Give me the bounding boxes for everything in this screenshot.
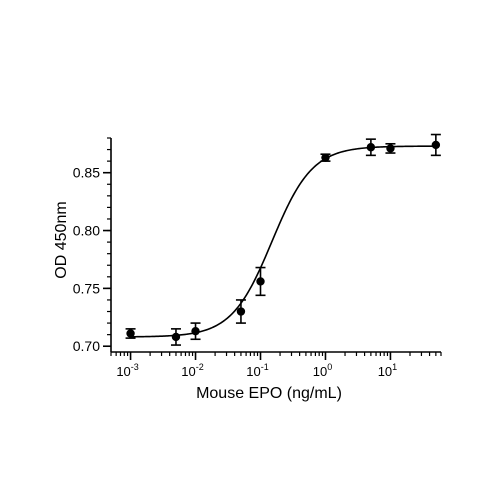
- y-tick-label: 0.85: [73, 165, 100, 181]
- y-tick-label: 0.70: [73, 338, 100, 354]
- x-tick-label: 10-2: [181, 362, 203, 379]
- data-point: [385, 142, 396, 154]
- data-points-layer: [125, 133, 441, 346]
- x-axis-label: Mouse EPO (ng/mL): [196, 385, 342, 402]
- fit-curve: [130, 145, 436, 338]
- axes: 0.70 0.75 0.80 0.85 10-3 10-2 10-1 100 101: [73, 137, 442, 379]
- y-axis-label: OD 450nm: [53, 201, 70, 278]
- fit-curve-layer: [130, 145, 436, 338]
- x-tick-label: 10-1: [246, 362, 268, 379]
- point-marker: [256, 277, 265, 286]
- data-point: [430, 133, 441, 157]
- data-point: [235, 299, 246, 324]
- point-marker: [386, 144, 395, 153]
- data-point: [170, 328, 181, 346]
- point-marker: [236, 307, 246, 316]
- x-tick-label: 10-3: [116, 362, 138, 379]
- data-point: [190, 322, 201, 341]
- point-marker: [366, 143, 376, 152]
- data-point: [365, 138, 376, 157]
- data-point: [320, 153, 331, 162]
- point-marker: [191, 326, 200, 336]
- y-tick-label: 0.75: [73, 280, 100, 296]
- point-marker: [126, 329, 135, 338]
- y-tick-label: 0.80: [73, 223, 100, 239]
- point-marker: [431, 140, 441, 150]
- x-tick-label: 100: [313, 362, 332, 379]
- data-point: [125, 328, 136, 339]
- data-point: [255, 266, 266, 297]
- x-tick-label: 101: [378, 362, 397, 379]
- point-marker: [321, 153, 330, 162]
- point-marker: [171, 332, 181, 342]
